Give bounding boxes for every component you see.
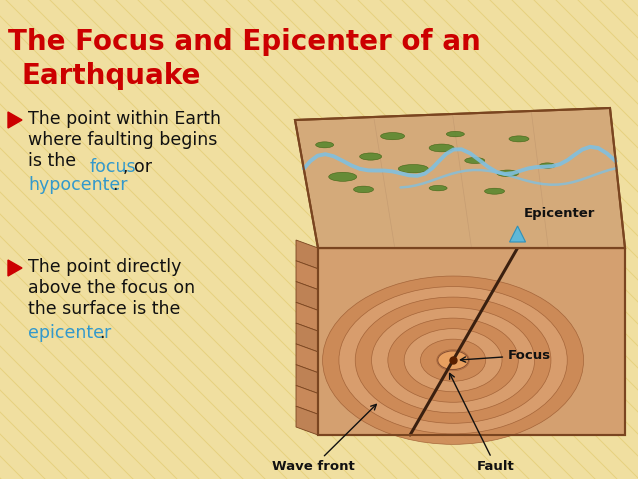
Text: Epicenter: Epicenter xyxy=(524,207,595,220)
Bar xyxy=(318,248,625,435)
Ellipse shape xyxy=(447,131,464,137)
Text: The Focus and Epicenter of an: The Focus and Epicenter of an xyxy=(8,28,481,56)
Ellipse shape xyxy=(360,153,382,160)
Polygon shape xyxy=(8,112,22,128)
Ellipse shape xyxy=(316,142,334,148)
Text: Focus: Focus xyxy=(461,349,551,362)
Ellipse shape xyxy=(497,170,519,177)
Text: .: . xyxy=(99,324,105,342)
Polygon shape xyxy=(8,260,22,276)
Polygon shape xyxy=(296,344,318,373)
Ellipse shape xyxy=(329,172,357,182)
Text: hypocenter: hypocenter xyxy=(28,176,128,194)
Ellipse shape xyxy=(323,276,584,445)
Ellipse shape xyxy=(339,286,567,434)
Ellipse shape xyxy=(420,339,486,381)
Text: epicenter: epicenter xyxy=(28,324,111,342)
Text: Fault: Fault xyxy=(450,374,515,474)
Polygon shape xyxy=(296,261,318,290)
Ellipse shape xyxy=(539,163,556,168)
Text: The point within Earth
where faulting begins
is the: The point within Earth where faulting be… xyxy=(28,110,221,170)
Ellipse shape xyxy=(381,133,404,140)
Ellipse shape xyxy=(355,297,551,423)
Ellipse shape xyxy=(429,185,447,191)
Ellipse shape xyxy=(388,318,518,402)
Polygon shape xyxy=(296,406,318,435)
Ellipse shape xyxy=(371,308,535,413)
Polygon shape xyxy=(296,302,318,331)
Polygon shape xyxy=(296,282,318,310)
Ellipse shape xyxy=(404,329,502,392)
Text: , or: , or xyxy=(123,158,152,176)
Text: Earthquake: Earthquake xyxy=(22,62,202,90)
Polygon shape xyxy=(296,386,318,414)
Bar xyxy=(318,248,625,435)
Ellipse shape xyxy=(509,136,529,142)
Text: .: . xyxy=(112,176,117,194)
Text: Wave front: Wave front xyxy=(272,404,376,474)
Ellipse shape xyxy=(484,188,505,194)
Polygon shape xyxy=(295,108,625,248)
Polygon shape xyxy=(296,323,318,352)
Ellipse shape xyxy=(398,164,428,173)
Polygon shape xyxy=(510,226,526,242)
Text: The point directly
above the focus on
the surface is the: The point directly above the focus on th… xyxy=(28,258,195,318)
Ellipse shape xyxy=(429,144,454,152)
Ellipse shape xyxy=(438,351,468,370)
Ellipse shape xyxy=(437,350,470,371)
Polygon shape xyxy=(296,365,318,393)
Ellipse shape xyxy=(464,158,485,163)
Polygon shape xyxy=(296,240,318,269)
Ellipse shape xyxy=(353,186,374,193)
Text: focus: focus xyxy=(90,158,137,176)
